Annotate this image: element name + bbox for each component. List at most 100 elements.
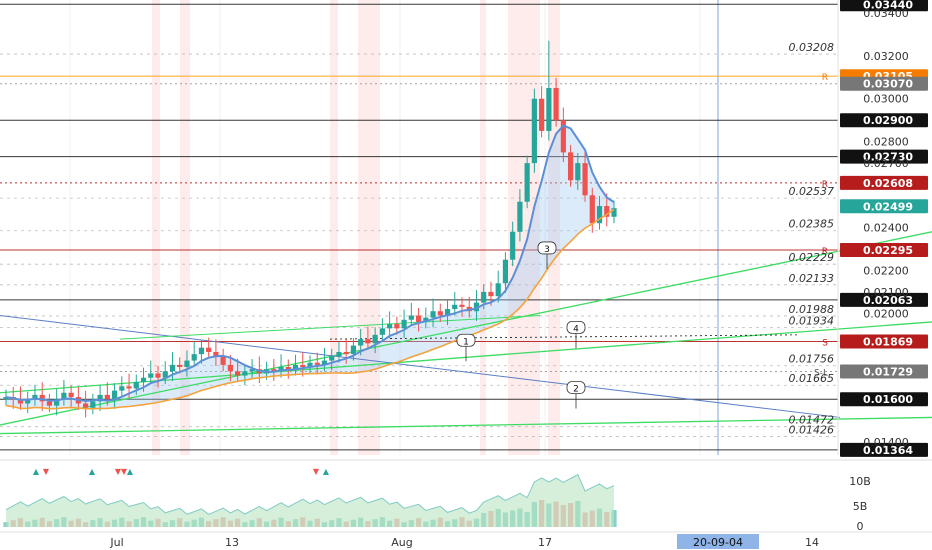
candle-body [32, 394, 38, 400]
candle-body [596, 206, 603, 224]
price-label-box [840, 392, 928, 407]
price-label-box [840, 364, 928, 379]
price-label: 0.02900 [840, 113, 928, 128]
candle-body [517, 201, 523, 232]
price-label-text: 0.03440 [863, 0, 913, 11]
signal-arrow-icon: ▲ [127, 467, 134, 476]
highlight-date-label: 20-09-04 [693, 536, 743, 549]
callout: 2 [566, 381, 586, 409]
price-label-box [840, 292, 928, 307]
candle [517, 189, 523, 242]
candle [415, 307, 422, 332]
level-value-text: 0.01934 [789, 315, 835, 328]
candle-body [68, 392, 74, 398]
candle-body [46, 401, 53, 406]
y-tick-label: 0.02200 [863, 264, 909, 277]
candle [61, 380, 67, 406]
candle-body [423, 317, 429, 322]
candle-body [372, 334, 378, 344]
highlight-date-box [677, 534, 759, 549]
candle [430, 298, 436, 328]
y-tick-label: 0.02000 [863, 307, 909, 320]
candle [220, 348, 226, 372]
candle [473, 289, 480, 321]
level-value-text: 0.01426 [789, 424, 835, 437]
candle-body [379, 328, 385, 335]
candle [271, 359, 277, 381]
trend-line [119, 314, 541, 340]
candle [206, 337, 212, 359]
candle-body [104, 394, 110, 400]
candle-body [90, 401, 96, 408]
candle-body [531, 98, 537, 164]
candle [401, 309, 407, 339]
candle [119, 376, 125, 398]
candle [155, 365, 161, 388]
candle-body [148, 373, 154, 378]
candle-body [510, 231, 516, 260]
y-tick-label: 0.01400 [863, 436, 909, 449]
candle [394, 316, 400, 335]
candle [546, 40, 552, 141]
price-label: 0.02063 [840, 292, 928, 307]
price-label-text: 0.02499 [863, 200, 913, 213]
signal-arrow-icon: ▼ [43, 467, 50, 476]
candle-body [169, 364, 176, 372]
candle [423, 307, 429, 329]
callout-label: 1 [463, 337, 469, 347]
candle-body [17, 399, 24, 404]
price-label-box [840, 442, 928, 457]
candle [611, 200, 617, 224]
trend-line [0, 416, 932, 435]
candle [39, 382, 45, 412]
candle-body [502, 259, 509, 284]
candle-body [582, 163, 588, 196]
y-tick-label: 0.02100 [863, 286, 909, 299]
candle [567, 144, 574, 187]
candle-body [524, 163, 530, 202]
candle-body [61, 392, 67, 400]
x-tick-label: 14 [805, 536, 819, 549]
candle [408, 302, 414, 327]
volume-ma-line [5, 473, 615, 515]
candle-body [177, 364, 183, 368]
candle-body [119, 386, 125, 391]
candle [553, 77, 559, 127]
price-label-text: 0.02900 [863, 114, 913, 127]
trend-line [329, 334, 801, 340]
candle-body [350, 345, 357, 355]
candle-body [271, 369, 277, 372]
level-marker: R [822, 180, 828, 190]
candle-body [546, 87, 552, 131]
candle [83, 390, 89, 418]
candle-body [611, 208, 617, 217]
signal-band [480, 0, 486, 455]
callout-label: 3 [544, 245, 550, 255]
price-label-box [840, 113, 928, 128]
y-tick-label: 0.03000 [863, 93, 909, 106]
candle-body [242, 371, 248, 376]
callout: 1 [456, 333, 476, 362]
candle [68, 385, 74, 407]
price-label-box [840, 76, 928, 91]
candle-body [184, 360, 190, 368]
candle [387, 311, 393, 339]
candle-body [307, 362, 313, 368]
candle-body [473, 302, 480, 312]
y-tick-label: 0.02400 [863, 222, 909, 235]
price-label-text: 0.01364 [863, 444, 913, 457]
fast-ma-line [5, 124, 615, 403]
price-label-box [840, 243, 928, 258]
candle-body [133, 382, 139, 389]
candle-body [437, 311, 443, 316]
callout: 3 [537, 241, 557, 269]
candle-body [539, 98, 545, 131]
candle-body [452, 304, 458, 310]
candle [54, 389, 60, 416]
candle-body [575, 163, 581, 181]
candle-body [97, 394, 103, 402]
candle-body [206, 347, 212, 352]
candle [379, 318, 385, 342]
